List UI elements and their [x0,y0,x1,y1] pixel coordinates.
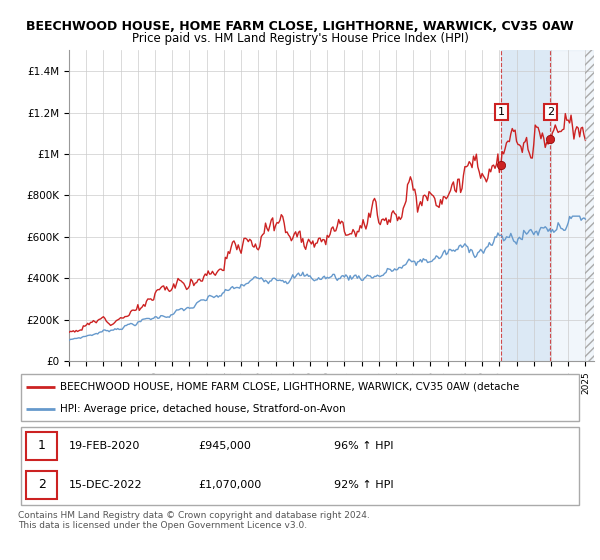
FancyBboxPatch shape [21,374,579,421]
Text: 15-DEC-2022: 15-DEC-2022 [69,480,142,490]
Text: BEECHWOOD HOUSE, HOME FARM CLOSE, LIGHTHORNE, WARWICK, CV35 0AW: BEECHWOOD HOUSE, HOME FARM CLOSE, LIGHTH… [26,20,574,32]
Text: 2: 2 [547,107,554,116]
Bar [586,50,594,361]
FancyBboxPatch shape [21,427,579,505]
FancyBboxPatch shape [26,471,58,498]
Text: Contains HM Land Registry data © Crown copyright and database right 2024.
This d: Contains HM Land Registry data © Crown c… [18,511,370,530]
Text: BEECHWOOD HOUSE, HOME FARM CLOSE, LIGHTHORNE, WARWICK, CV35 0AW (detache: BEECHWOOD HOUSE, HOME FARM CLOSE, LIGHTH… [60,381,520,391]
Text: 19-FEB-2020: 19-FEB-2020 [69,441,140,451]
Bar [550,50,594,361]
Text: 96% ↑ HPI: 96% ↑ HPI [334,441,394,451]
Bar [502,50,550,361]
Text: HPI: Average price, detached house, Stratford-on-Avon: HPI: Average price, detached house, Stra… [60,404,346,414]
Text: 92% ↑ HPI: 92% ↑ HPI [334,480,394,490]
Text: 1: 1 [38,440,46,452]
Text: Price paid vs. HM Land Registry's House Price Index (HPI): Price paid vs. HM Land Registry's House … [131,32,469,45]
Text: £1,070,000: £1,070,000 [199,480,262,490]
Text: 2: 2 [38,478,46,491]
Text: 1: 1 [498,107,505,116]
FancyBboxPatch shape [26,432,58,460]
Text: £945,000: £945,000 [199,441,251,451]
